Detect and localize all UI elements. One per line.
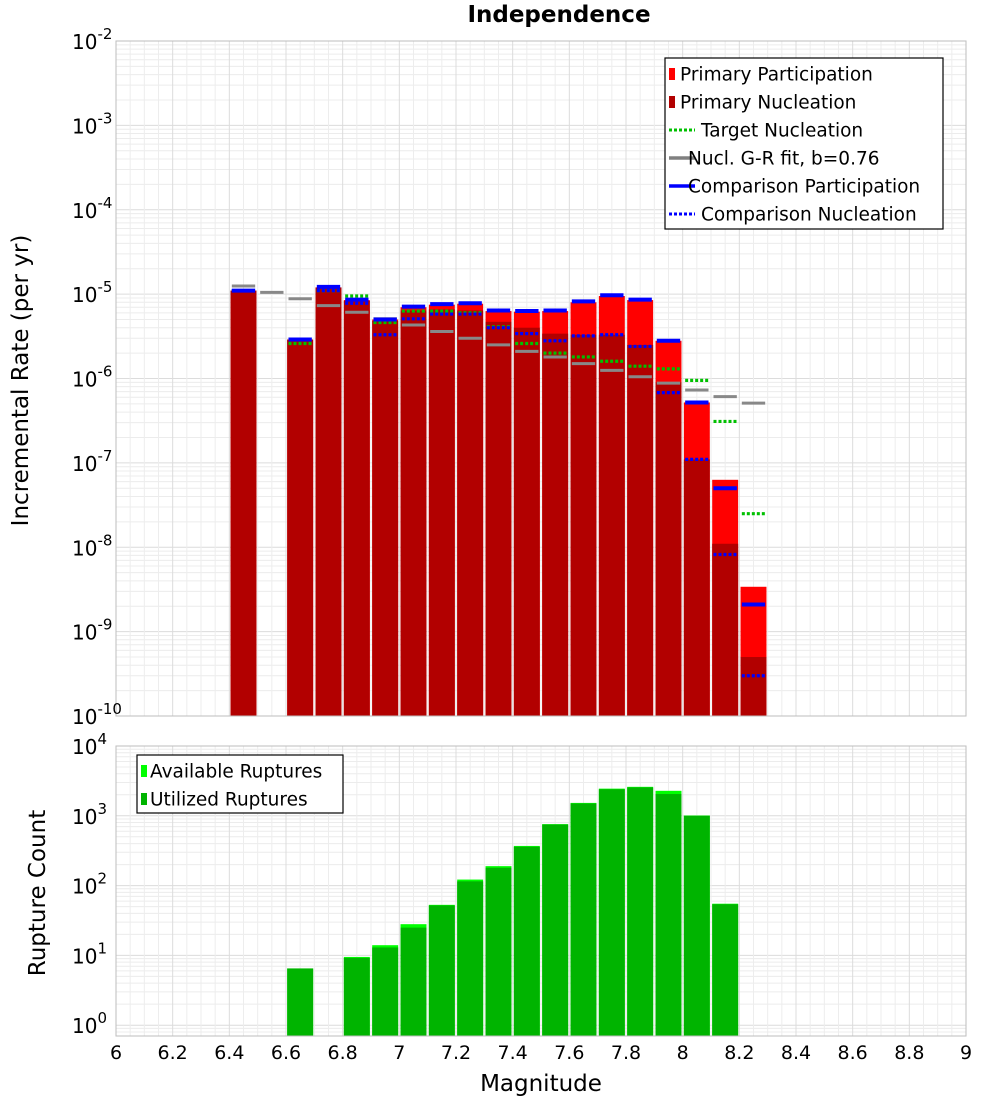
utilized-bar (683, 815, 710, 1036)
bottom-grid (115, 745, 967, 1037)
legend-entry: Available Ruptures (150, 762, 322, 783)
top-y-tick-label: 10-8 (72, 531, 112, 560)
x-tick-label: 8.2 (724, 1042, 754, 1064)
legend-swatch (669, 68, 675, 80)
legend-entry: Comparison Participation (688, 177, 920, 198)
legend-swatch (669, 96, 675, 108)
legend-entry: Comparison Nucleation (701, 205, 917, 226)
gr-fit-marks (231, 284, 766, 405)
top-y-tick-label: 10-2 (72, 25, 112, 54)
x-tick-label: 7.2 (441, 1042, 471, 1064)
top-plot-border (115, 40, 967, 717)
utilized-bar (513, 846, 540, 1036)
top-y-axis-label: Incremental Rate (per yr) (8, 235, 34, 527)
top-y-tick-label: 10-5 (72, 278, 112, 307)
x-tick-label: 7.4 (498, 1042, 528, 1064)
nucleation-bar (712, 543, 739, 716)
top-y-tick-label: 10-4 (72, 194, 112, 223)
utilized-bar (485, 867, 512, 1036)
utilized-bar (457, 881, 484, 1036)
utilized-bar (655, 794, 682, 1036)
x-tick-label: 8.6 (838, 1042, 868, 1064)
x-axis-label: Magnitude (480, 1071, 602, 1097)
x-tick-label: 7 (393, 1042, 405, 1064)
utilized-bar (712, 904, 739, 1036)
nucleation-bar (513, 327, 540, 716)
legend-entry: Nucl. G-R fit, b=0.76 (688, 149, 880, 170)
comparison-nucleation-marks (231, 289, 766, 678)
bottom-legend-box (136, 754, 344, 814)
nucleation-bar (627, 344, 654, 716)
utilized-ruptures-bars (287, 787, 739, 1036)
nucleation-bar (287, 339, 314, 716)
bottom-y-tick-label: 100 (72, 1009, 107, 1038)
utilized-bar (372, 947, 399, 1036)
bottom-y-tick-label: 103 (72, 800, 107, 829)
nucleation-bar (343, 300, 370, 716)
x-tick-label: 6 (110, 1042, 122, 1064)
legend-swatch (141, 793, 147, 805)
nucleation-bar (570, 334, 597, 716)
nucleation-bar (315, 287, 342, 716)
utilized-bar (627, 787, 654, 1036)
top-legend-box (664, 57, 944, 230)
x-tick-label: 6.6 (271, 1042, 301, 1064)
nucleation-bar (428, 309, 455, 716)
chart-title: Independence (467, 2, 650, 28)
x-tick-label: 8.4 (781, 1042, 811, 1064)
nucleation-bar (655, 382, 682, 716)
bottom-y-axis-label: Rupture Count (25, 810, 51, 976)
top-y-tick-label: 10-9 (72, 616, 112, 645)
x-tick-label: 8.8 (894, 1042, 924, 1064)
bottom-plot-border (115, 745, 967, 1037)
nucleation-bar (457, 310, 484, 716)
nucleation-bar (542, 333, 569, 716)
utilized-bar (343, 957, 370, 1036)
x-tick-label: 9 (960, 1042, 972, 1064)
x-tick-label: 6.8 (328, 1042, 358, 1064)
nucleation-bar (740, 657, 767, 716)
legend-entry: Utilized Ruptures (150, 790, 308, 811)
top-y-tick-label: 10-3 (72, 109, 112, 138)
x-tick-label: 6.2 (158, 1042, 188, 1064)
utilized-bar (400, 927, 427, 1036)
utilized-bar (598, 789, 625, 1036)
bottom-y-tick-label: 102 (72, 870, 107, 899)
utilized-bar (428, 905, 455, 1036)
nucleation-bar (598, 334, 625, 716)
primary-nucleation-bars (230, 287, 767, 716)
bottom-y-tick-label: 101 (72, 939, 107, 968)
utilized-bar (542, 824, 569, 1036)
utilized-bar (287, 968, 314, 1036)
bottom-y-tick-label: 104 (72, 730, 107, 759)
bottom-legend: Available Ruptures Utilized Ruptures (136, 754, 344, 814)
legend-entry: Primary Participation (680, 65, 873, 86)
legend-entry: Primary Nucleation (680, 93, 856, 114)
x-tick-label: 7.6 (554, 1042, 584, 1064)
top-legend: Primary Participation Primary Nucleation T… (664, 57, 944, 230)
legend-swatch (141, 765, 147, 777)
nucleation-bar (230, 290, 257, 716)
top-y-tick-label: 10-10 (72, 700, 122, 729)
x-tick-label: 6.4 (214, 1042, 244, 1064)
utilized-bar (570, 803, 597, 1036)
nucleation-bar (400, 310, 427, 716)
top-y-tick-label: 10-7 (72, 447, 112, 476)
top-y-tick-label: 10-6 (72, 363, 112, 392)
nucleation-bar (372, 321, 399, 716)
x-tick-label: 7.8 (611, 1042, 641, 1064)
x-tick-label: 8 (677, 1042, 689, 1064)
nucleation-bar (485, 321, 512, 716)
nucleation-bar (683, 459, 710, 716)
legend-entry: Target Nucleation (700, 121, 863, 142)
